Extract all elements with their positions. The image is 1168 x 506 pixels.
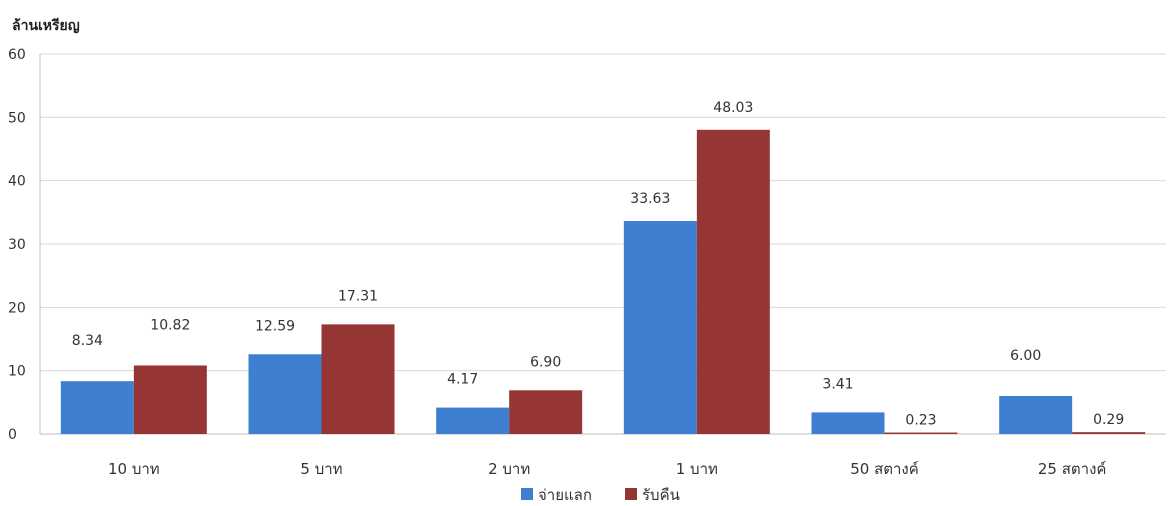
y-tick-label: 50 [8,110,26,126]
x-category-label: 25 สตางค์ [1038,460,1107,478]
data-label: 10.82 [150,317,190,333]
bars [60,129,1146,434]
legend-label: รับคืน [642,486,680,504]
gridlines [39,53,1166,435]
y-tick-label: 40 [8,174,26,190]
x-category-label: 10 บาท [108,460,160,478]
bar-exchange [60,381,134,434]
data-label: 33.63 [630,191,670,207]
bar-returned [509,390,583,434]
data-label: 4.17 [447,372,478,388]
x-axis-categories: 10 บาท 5 บาท 2 บาท 1 บาท 50 สตางค์ 25 สตางค์ [108,460,1106,478]
x-category-label: 5 บาท [300,460,342,478]
y-axis-ticks: 0 10 20 30 40 50 60 [8,47,26,443]
legend: จ่ายแลก รับคืน [521,486,680,504]
bar-exchange [248,354,322,434]
bar-returned [321,324,395,434]
data-label: 48.03 [713,100,753,116]
data-labels: 8.34 10.82 12.59 17.31 4.17 6.90 33.63 48.03 3.4… [72,100,1125,429]
legend-label: จ่ายแลก [538,486,592,504]
data-label: 12.59 [255,318,295,334]
y-tick-label: 20 [8,300,26,316]
data-label: 3.41 [822,376,853,392]
bar-exchange [436,407,510,434]
x-category-label: 2 บาท [488,460,530,478]
bar-returned [1072,432,1146,434]
data-label: 0.29 [1093,412,1124,428]
x-category-label: 50 สตางค์ [850,460,919,478]
y-tick-label: 60 [8,47,26,63]
y-tick-label: 0 [8,427,17,443]
bar-returned [884,432,958,434]
data-label: 6.00 [1010,348,1041,364]
x-category-label: 1 บาท [676,460,718,478]
legend-swatch [521,488,533,500]
bar-returned [133,365,207,434]
y-axis-label: ล้านเหรียญ [12,18,80,34]
bar-returned [696,129,770,434]
data-label: 0.23 [905,413,936,429]
data-label: 8.34 [72,333,103,349]
y-tick-label: 10 [8,364,26,380]
y-tick-label: 30 [8,237,26,253]
bar-exchange [623,221,697,434]
bar-exchange [999,396,1073,434]
data-label: 17.31 [338,288,378,304]
data-label: 6.90 [530,354,561,370]
bar-exchange [811,412,885,434]
legend-swatch [625,488,637,500]
